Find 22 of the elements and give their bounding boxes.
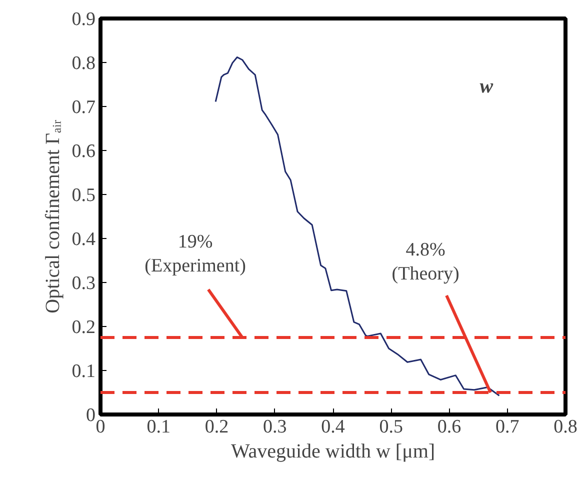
annotation: 19% (Experiment): [144, 231, 246, 276]
y-tick-label: 0.8: [72, 53, 96, 74]
annotation: w: [480, 76, 494, 98]
y-tick-label: 0.1: [72, 361, 96, 382]
x-tick-label: 0.5: [379, 416, 403, 438]
x-tick-label: 0.2: [204, 416, 229, 438]
x-tick-label: 0.4: [321, 416, 346, 438]
x-tick-label: 0.1: [146, 416, 170, 438]
annotation: 4.8% (Theory): [392, 239, 460, 284]
x-tick-label: 0.3: [263, 416, 287, 438]
y-tick-label: 0.9: [72, 9, 96, 30]
y-tick-label: 0.3: [72, 273, 96, 294]
x-tick-label: 0.8: [554, 416, 578, 438]
y-tick-label: 0.5: [72, 185, 96, 206]
x-tick-label: 0.6: [437, 416, 462, 438]
x-tick-label: 0.7: [496, 416, 520, 438]
y-tick-label: 0.2: [72, 317, 96, 338]
y-tick-label: 0.7: [72, 97, 96, 118]
y-tick-label: 0.4: [72, 229, 96, 250]
x-axis-title: Waveguide width w [μm]: [230, 440, 436, 462]
y-axis-title: Optical confinement Γₐᵢᵣ: [42, 119, 64, 314]
y-tick-label: 0.6: [72, 141, 96, 162]
